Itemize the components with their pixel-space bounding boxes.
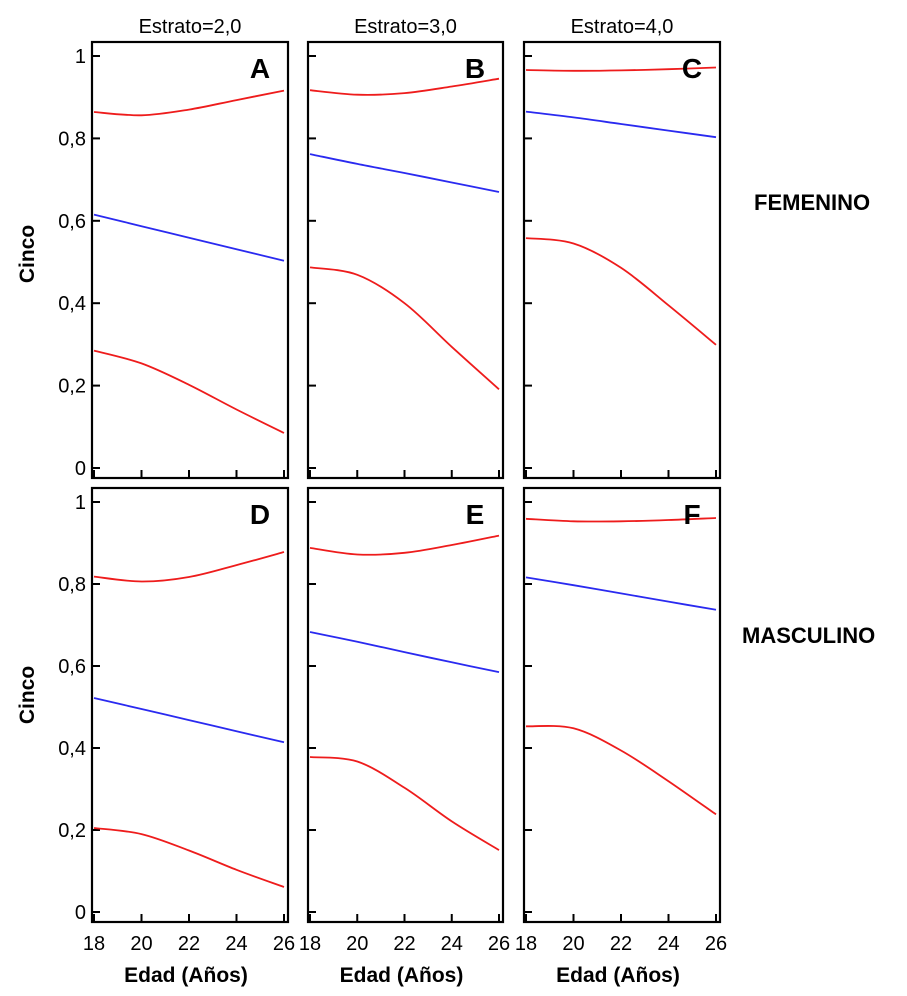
panel-e: 18 20 22 24 26 E (299, 486, 510, 955)
x-axis-title: Edad (Años) (340, 964, 464, 987)
y-tick-label: 1 (75, 46, 86, 68)
y-axis-title: Cinco (16, 225, 39, 283)
upper-bound-line (93, 551, 285, 583)
x-axis-title: Edad (Años) (124, 964, 248, 987)
x-tick-label: 20 (562, 933, 584, 955)
y-tick-label: 0,8 (58, 574, 86, 596)
lower-bound-line (525, 237, 717, 346)
y-tick-label: 0,2 (58, 376, 86, 398)
panel-a: 0 0,2 0,4 0,6 0,8 1 A (58, 40, 290, 480)
row-label: MASCULINO (742, 623, 875, 648)
x-tick-label: 26 (488, 933, 510, 955)
lower-bound-line (309, 756, 500, 851)
panel-letter: C (682, 53, 702, 84)
estimate-line (309, 631, 500, 673)
panel-d: 0 0,2 0,4 0,6 0,8 1 18 20 22 24 26 D (58, 486, 295, 955)
row-label: FEMENINO (754, 190, 870, 215)
column-title: Estrato=4,0 (571, 16, 674, 38)
column-title: Estrato=2,0 (139, 16, 242, 38)
x-tick-label: 18 (83, 933, 105, 955)
column-title: Estrato=3,0 (354, 16, 457, 38)
panel-letter: E (466, 499, 485, 530)
lower-bound-line (525, 725, 717, 816)
y-tick-label: 0 (75, 458, 86, 480)
y-tick-label: 0,4 (58, 738, 86, 760)
y-tick-label: 0,4 (58, 293, 86, 315)
x-axis-title: Edad (Años) (556, 964, 680, 987)
estimate-line (93, 213, 285, 262)
estimate-line (525, 576, 717, 611)
panel-letter: B (465, 53, 485, 84)
panel-c: C (522, 40, 722, 480)
upper-bound-line (525, 66, 717, 72)
y-tick-label: 0,6 (58, 211, 86, 233)
upper-bound-line (309, 77, 500, 96)
x-tick-label: 18 (299, 933, 321, 955)
y-tick-label: 1 (75, 492, 86, 514)
upper-bound-line (525, 517, 717, 523)
lower-bound-line (93, 349, 285, 434)
panel-letter: F (683, 499, 700, 530)
y-axis-title: Cinco (16, 666, 39, 724)
upper-bound-line (93, 89, 285, 117)
x-tick-label: 24 (657, 933, 679, 955)
x-tick-label: 26 (273, 933, 295, 955)
x-tick-label: 18 (515, 933, 537, 955)
y-tick-label: 0,8 (58, 128, 86, 150)
x-tick-label: 22 (393, 933, 415, 955)
panel-b: B (306, 40, 505, 480)
y-tick-label: 0,2 (58, 820, 86, 842)
panel-letter: A (250, 53, 270, 84)
panel-frame (522, 40, 722, 480)
panel-f: 18 20 22 24 26 F (515, 486, 727, 955)
y-tick-label: 0 (75, 902, 86, 924)
estimate-line (309, 153, 500, 193)
panel-frame (306, 40, 505, 480)
x-tick-label: 22 (610, 933, 632, 955)
estimate-line (93, 697, 285, 744)
x-tick-label: 24 (225, 933, 247, 955)
panel-frame (90, 40, 290, 480)
upper-bound-line (309, 534, 500, 556)
panel-letter: D (250, 499, 270, 530)
x-tick-label: 24 (441, 933, 463, 955)
y-tick-label: 0,6 (58, 656, 86, 678)
lower-bound-line (309, 266, 500, 390)
estimate-line (525, 110, 717, 139)
x-tick-label: 20 (346, 933, 368, 955)
lower-bound-line (93, 827, 285, 888)
panel-frame (522, 486, 722, 924)
x-tick-label: 26 (705, 933, 727, 955)
x-tick-label: 20 (130, 933, 152, 955)
x-tick-label: 22 (178, 933, 200, 955)
